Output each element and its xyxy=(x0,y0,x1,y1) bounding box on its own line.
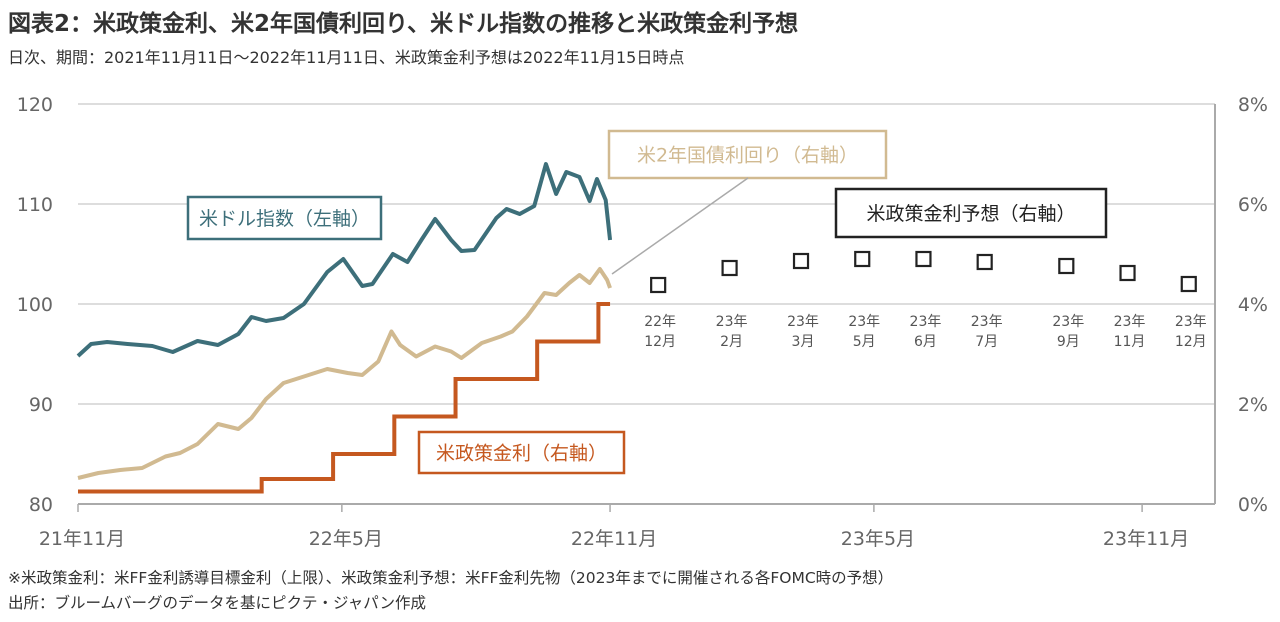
forecast-meeting-label: 23年 11月 xyxy=(1114,314,1146,350)
policy-rate-label-box xyxy=(417,430,626,475)
forecast-marker xyxy=(976,253,993,271)
y-left-tick-label: 90 xyxy=(29,394,53,416)
x-tick-label: 22年11月 xyxy=(571,528,657,550)
forecast-meeting-label: 23年 5月 xyxy=(848,314,880,350)
dollar-index-label-box xyxy=(186,195,383,241)
forecast-meeting-label: 22年 12月 xyxy=(644,314,676,350)
x-tick-label: 23年5月 xyxy=(841,528,915,550)
yield-label-text: 米2年国債利回り（右軸） xyxy=(637,145,858,167)
forecast-marker xyxy=(1119,264,1136,282)
forecast-label-box xyxy=(834,187,1108,239)
y-right-tick-label: 0% xyxy=(1238,494,1268,516)
forecast-marker xyxy=(1180,275,1197,293)
forecast-meeting-label: 23年 7月 xyxy=(971,314,1003,350)
forecast-meeting-label: 23年 3月 xyxy=(787,314,819,350)
forecast-marker xyxy=(854,250,871,268)
forecast-marker xyxy=(650,276,667,294)
x-tick-label: 23年11月 xyxy=(1103,528,1189,550)
forecast-marker xyxy=(721,259,738,277)
footnote-definition: ※米政策金利：米FF金利誘導目標金利（上限）、米政策金利予想：米FF金利先物（2… xyxy=(8,569,894,587)
forecast-meeting-label: 23年 2月 xyxy=(716,314,748,350)
forecast-label-text: 米政策金利予想（右軸） xyxy=(866,203,1075,225)
chart-subtitle: 日次、期間：2021年11月11日～2022年11月11日、米政策金利予想は20… xyxy=(8,48,685,67)
y-left-tick-label: 100 xyxy=(17,294,53,316)
chart-title: 図表2：米政策金利、米2年国債利回り、米ドル指数の推移と米政策金利予想 xyxy=(8,11,799,37)
x-tick-label: 21年11月 xyxy=(39,528,125,550)
forecast-marker xyxy=(1058,257,1075,275)
yield-leader-line xyxy=(611,177,749,275)
forecast-marker xyxy=(915,250,932,268)
x-tick-label: 22年5月 xyxy=(309,528,383,550)
y-left-tick-label: 80 xyxy=(29,494,53,516)
treasury-2y-yield-line xyxy=(77,267,612,480)
dollar-index-line xyxy=(76,162,613,358)
y-right-tick-label: 8% xyxy=(1238,94,1268,116)
forecast-meeting-label: 23年 6月 xyxy=(910,314,942,350)
y-right-tick-label: 4% xyxy=(1238,294,1268,316)
dollar-index-label-text: 米ドル指数（左軸） xyxy=(199,208,370,230)
forecast-marker xyxy=(792,252,810,270)
policy-rate-label-text: 米政策金利（右軸） xyxy=(436,443,607,465)
policy-rate-line xyxy=(78,302,611,494)
footnote-source: 出所：ブルームバーグのデータを基にピクテ・ジャパン作成 xyxy=(8,594,427,612)
y-right-tick-label: 6% xyxy=(1238,194,1268,216)
forecast-meeting-label: 23年 12月 xyxy=(1175,314,1207,350)
y-left-tick-label: 120 xyxy=(17,94,53,116)
y-left-tick-label: 110 xyxy=(17,194,53,216)
forecast-meeting-label: 23年 9月 xyxy=(1052,314,1084,350)
y-right-tick-label: 2% xyxy=(1238,394,1268,416)
